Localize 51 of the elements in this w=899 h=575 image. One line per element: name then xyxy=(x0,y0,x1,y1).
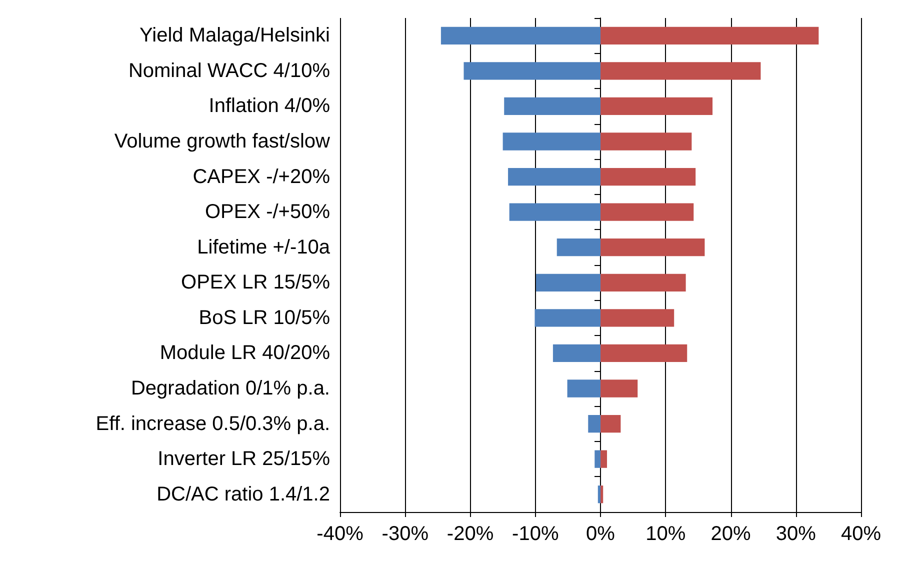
x-tick-label: -10% xyxy=(512,523,559,545)
bar xyxy=(588,414,600,433)
y-tick-label: Lifetime +/-10a xyxy=(197,236,331,258)
bar xyxy=(600,450,608,468)
y-tick-label: OPEX -/+50% xyxy=(204,201,330,224)
x-tick-label: 30% xyxy=(776,523,816,545)
y-tick-label: Inflation 4/0% xyxy=(208,95,330,118)
bar xyxy=(600,238,705,256)
bar xyxy=(509,203,600,221)
bar xyxy=(600,26,819,44)
x-tick-label: 10% xyxy=(646,523,686,545)
x-tick-label: -40% xyxy=(316,523,364,545)
bar xyxy=(556,238,600,256)
bar xyxy=(600,62,761,80)
bar xyxy=(600,344,688,362)
y-tick-label: Degradation 0/1% p.a. xyxy=(130,378,330,400)
x-tick-label: -20% xyxy=(446,523,494,545)
bar xyxy=(552,344,600,362)
x-tick-label: 40% xyxy=(840,523,882,545)
y-tick-label: CAPEX -/+20% xyxy=(192,166,330,188)
y-tick-label: Inverter LR 25/15% xyxy=(158,448,330,470)
bar xyxy=(600,97,713,116)
bar xyxy=(600,274,686,292)
bar xyxy=(567,380,600,398)
x-tick-label: -30% xyxy=(382,523,429,545)
y-tick-label: Volume growth fast/slow xyxy=(114,130,331,152)
bar xyxy=(600,380,638,398)
bar xyxy=(534,309,600,327)
y-tick-label: OPEX LR 15/5% xyxy=(181,272,330,294)
y-tick-label: Module LR 40/20% xyxy=(160,342,330,364)
bar xyxy=(536,274,600,292)
y-tick-label: Eff. increase 0.5/0.3% p.a. xyxy=(96,412,330,435)
bar xyxy=(598,486,600,504)
y-tick-label: Nominal WACC 4/10% xyxy=(128,60,330,82)
bar xyxy=(594,450,600,468)
x-tick-label: 0% xyxy=(586,523,616,545)
bar xyxy=(440,26,600,44)
bar xyxy=(600,203,694,221)
bar xyxy=(464,62,600,80)
bar xyxy=(600,309,674,327)
x-tick-label: 20% xyxy=(710,523,751,545)
bar xyxy=(600,168,696,186)
y-tick-label: BoS LR 10/5% xyxy=(198,306,330,329)
y-tick-label: DC/AC ratio 1.4/1.2 xyxy=(156,483,330,506)
y-tick-label: Yield Malaga/Helsinki xyxy=(140,24,330,47)
bar xyxy=(508,168,600,186)
bar xyxy=(600,414,621,433)
bar xyxy=(504,97,600,116)
bar xyxy=(600,132,692,150)
bar xyxy=(502,132,600,150)
bar xyxy=(600,486,604,504)
